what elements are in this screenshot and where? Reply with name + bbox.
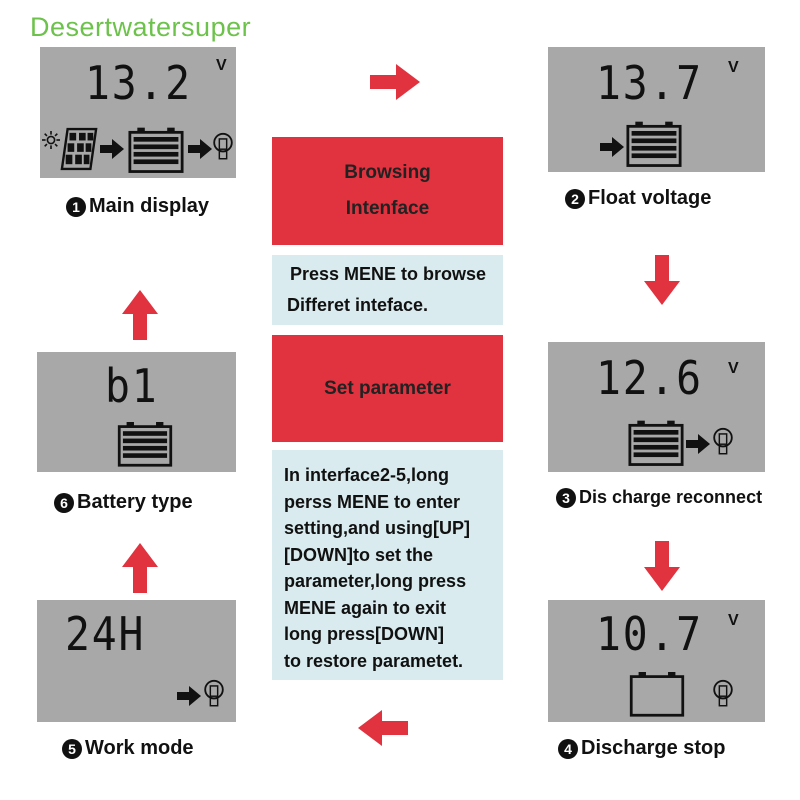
lcd-value: 10.7 (596, 607, 703, 661)
text-line: parameter,long press (284, 571, 467, 591)
text-line: setting,and using[UP] (284, 518, 470, 538)
battery-icon (117, 422, 173, 468)
text-line: [DOWN]to set the (284, 544, 433, 565)
unit-label: V (728, 59, 739, 76)
text-line: Differet inteface. (287, 295, 429, 315)
right-arrow-icon (370, 64, 420, 100)
step-number: 3 (556, 487, 576, 508)
lcd-value: 12.6 (596, 351, 703, 405)
work-mode-label: 5 Work mode (62, 737, 194, 760)
battery-icon (128, 127, 184, 175)
step-number: 6 (54, 492, 74, 513)
lcd-value: 13.7 (596, 56, 703, 110)
discharge-reconnect-label: 3 Dis charge reconnect (556, 487, 762, 508)
battery-icon (628, 420, 684, 468)
set-parameter-header: Set parameter (272, 335, 503, 442)
label-text: Work mode (85, 737, 194, 759)
label-text: Float voltage (588, 187, 712, 209)
down-arrow-icon (644, 255, 680, 305)
label-text: Main display (89, 195, 210, 217)
discharge-stop-lcd: 10.7 V (548, 600, 765, 722)
up-arrow-icon (122, 290, 158, 340)
text-line: In interface2-5,long (284, 465, 450, 485)
bulb-icon (212, 129, 234, 165)
set-parameter-instructions: In interface2-5,long perss MENE to enter… (272, 450, 503, 680)
browse-instructions: Press MENE to browse Differet inteface. (272, 255, 503, 325)
unit-label: V (728, 360, 739, 377)
step-number: 1 (66, 196, 86, 217)
text-line: Press MENE to browse (290, 264, 487, 284)
text-line: perss MENE to enter (284, 491, 461, 512)
discharge-reconnect-lcd: 12.6 V (548, 342, 765, 472)
main-display-lcd: 13.2 V (40, 47, 236, 178)
unit-label: V (216, 57, 227, 74)
browsing-interface-header: Browsing Intenface (272, 137, 503, 245)
header-line: Intenface (345, 198, 430, 219)
text-line: long press[DOWN] (284, 624, 444, 644)
header-line: Set parameter (324, 377, 451, 399)
text-line: to restore parametet. (284, 650, 464, 671)
bulb-icon (712, 424, 734, 460)
empty-battery-icon (628, 672, 686, 718)
battery-type-label: 6 Battery type (54, 491, 193, 514)
arrow-icon (686, 434, 710, 454)
watermark: Desertwatersuper (30, 12, 252, 42)
arrow-icon (600, 137, 624, 157)
label-text: Discharge stop (581, 737, 726, 759)
up-arrow-icon (122, 543, 158, 593)
battery-type-lcd: b1 (37, 352, 236, 472)
lcd-value: b1 (105, 359, 159, 413)
arrow-icon (177, 686, 201, 706)
bulb-icon (203, 676, 225, 712)
float-voltage-lcd: 13.7 V (548, 47, 765, 172)
label-text: Battery type (77, 491, 193, 513)
main-display-label: 1 Main display (66, 195, 209, 218)
label-text: Dis charge reconnect (579, 487, 763, 507)
bulb-icon (712, 676, 734, 712)
left-arrow-icon (358, 710, 408, 746)
arrow-icon (100, 139, 124, 159)
text-line: MENE again to exit (284, 597, 447, 618)
down-arrow-icon (644, 541, 680, 591)
lcd-value: 13.2 (85, 56, 192, 110)
lcd-value: 24H (65, 607, 146, 661)
step-number: 5 (62, 738, 82, 759)
battery-icon (626, 121, 682, 169)
solar-panel-icon (60, 127, 98, 171)
step-number: 2 (565, 188, 585, 209)
float-voltage-label: 2 Float voltage (565, 187, 711, 210)
unit-label: V (728, 612, 739, 629)
arrow-icon (188, 139, 212, 159)
sun-icon (42, 131, 60, 149)
work-mode-lcd: 24H (37, 600, 236, 722)
discharge-stop-label: 4 Discharge stop (558, 737, 725, 760)
step-number: 4 (558, 738, 578, 759)
header-line: Browsing (344, 162, 431, 183)
